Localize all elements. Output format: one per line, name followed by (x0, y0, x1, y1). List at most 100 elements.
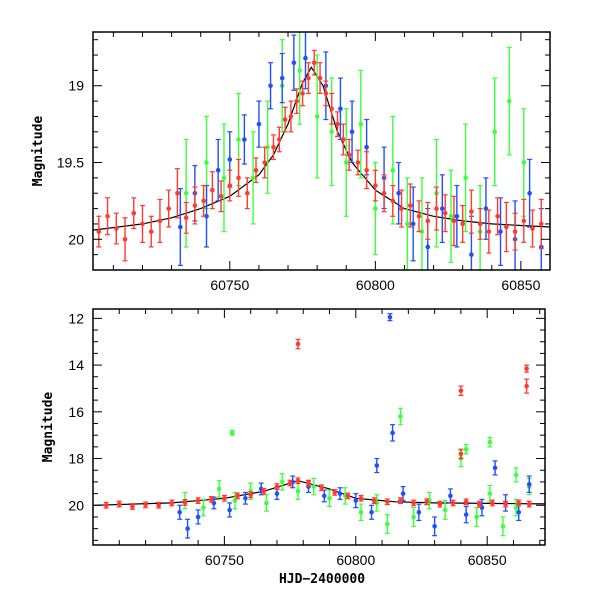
top-x-tick-label: 60750 (210, 277, 249, 293)
bottom-green-point (398, 414, 403, 419)
top-green-point (463, 175, 468, 181)
bottom-x-tick-label: 60800 (336, 552, 375, 568)
bottom-red-point (424, 499, 430, 505)
top-red-point (227, 183, 233, 188)
top-blue-point (469, 252, 474, 257)
bottom-blue-point (400, 491, 406, 496)
bottom-red-point (345, 493, 351, 499)
bottom-red-point (248, 492, 253, 498)
top-blue-point (410, 221, 416, 227)
top-blue-point (338, 106, 343, 112)
top-red-point (244, 190, 250, 196)
bottom-red-point (143, 502, 148, 508)
bottom-green-point (279, 479, 285, 485)
top-red-point (341, 137, 346, 142)
bottom-red-point (332, 490, 338, 495)
top-green-point (521, 160, 527, 165)
top-x-tick-label: 60850 (501, 277, 540, 293)
top-red-point (148, 229, 154, 234)
top-red-point (166, 206, 171, 211)
bottom-red-point (116, 501, 122, 507)
top-green-point (373, 206, 378, 211)
top-red-point (335, 121, 340, 127)
top-green-point (204, 160, 209, 165)
bottom-blue-point (526, 481, 532, 487)
bottom-red-point (524, 383, 529, 389)
bottom-red-point (287, 480, 293, 486)
bottom-red-point (398, 498, 403, 503)
top-red-point (288, 114, 294, 119)
bottom-green-point (229, 430, 235, 436)
top-blue-point (178, 224, 183, 230)
bottom-blue-point (321, 493, 327, 499)
top-blue-point (364, 144, 369, 150)
top-x-tick-label: 60800 (356, 277, 395, 293)
top-red-point (276, 137, 282, 142)
top-green-point (390, 167, 396, 173)
top-red-point (504, 224, 509, 230)
top-y-tick-label: 19.5 (57, 155, 84, 171)
top-red-point (192, 203, 198, 208)
bottom-red-point (411, 500, 416, 506)
top-ticks: 60750 60800 60850 19 19.5 20 (57, 32, 551, 293)
bottom-blue-point (448, 493, 453, 499)
top-red-point (210, 187, 215, 193)
top-blue-point (279, 75, 285, 81)
bottom-red-point (463, 499, 469, 505)
bottom-red-point (130, 504, 135, 509)
top-red-point (201, 198, 206, 204)
top-red-point (416, 213, 422, 219)
bottom-red-point (503, 501, 508, 507)
top-green-point (183, 190, 189, 196)
top-red-point (329, 106, 334, 112)
bottom-red-point (450, 500, 456, 506)
bottom-red-point (195, 498, 201, 503)
bottom-red-point (458, 451, 464, 457)
top-red-point (294, 98, 300, 104)
bottom-blue-point (177, 509, 183, 515)
top-red-point (495, 213, 500, 219)
top-red-point (218, 193, 224, 199)
top-red-point (306, 75, 311, 81)
bottom-red-point (103, 502, 109, 508)
top-red-point (407, 203, 413, 208)
bottom-red-point (371, 498, 377, 503)
bottom-y-tick-label: 14 (68, 357, 84, 373)
top-blue-point (215, 167, 221, 173)
top-green-point (343, 160, 349, 165)
top-red-point (105, 213, 110, 219)
bottom-green-point (513, 505, 519, 510)
bottom-y-axis-title: Magnitude (41, 392, 56, 463)
top-red-point (131, 210, 137, 216)
top-green-point (297, 68, 302, 73)
bottom-blue-point (243, 495, 248, 501)
top-red-point (311, 60, 317, 66)
bottom-blue-point (185, 526, 190, 531)
bottom-blue-point (387, 314, 393, 320)
bottom-green-point (311, 484, 317, 489)
bottom-green-point (442, 507, 448, 513)
top-red-point (381, 190, 387, 196)
bottom-x-tick-label: 60850 (468, 552, 507, 568)
bottom-blue-point (353, 498, 359, 503)
bottom-green-point (264, 500, 269, 506)
bottom-blue-point (274, 491, 280, 496)
top-red-point (538, 221, 544, 227)
top-blue-point (204, 213, 209, 219)
top-blue-point (498, 229, 503, 234)
bottom-red-point (490, 500, 495, 506)
top-red-point (477, 221, 483, 227)
top-red-point (323, 91, 329, 96)
top-red-point (399, 206, 404, 211)
top-blue-point (256, 121, 262, 127)
top-y-tick-label: 19 (68, 78, 84, 94)
top-green-point (506, 98, 512, 104)
top-green-point (358, 121, 364, 127)
bottom-panel: 60750 60800 60850 12 14 16 18 20 Magnitude HJD−… (41, 308, 546, 587)
bottom-red-point (306, 480, 311, 486)
bottom-red-point (526, 501, 532, 507)
bottom-red-point (261, 488, 267, 494)
top-blue-point (454, 213, 460, 219)
top-red-point (175, 190, 180, 196)
bottom-blue-point (390, 430, 395, 436)
